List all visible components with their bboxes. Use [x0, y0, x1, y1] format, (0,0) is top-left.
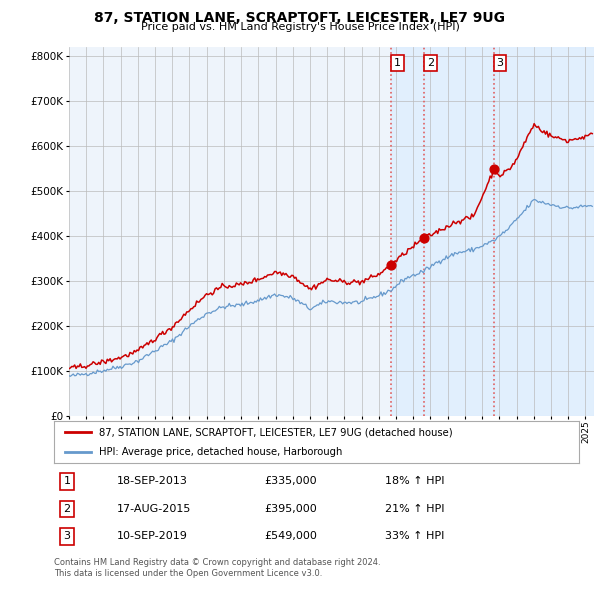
Point: [419, 234, 429, 243]
Text: 18-SEP-2013: 18-SEP-2013: [117, 477, 188, 487]
Text: This data is licensed under the Open Government Licence v3.0.: This data is licensed under the Open Gov…: [54, 569, 322, 578]
Point: [386, 261, 396, 270]
Text: £549,000: £549,000: [264, 531, 317, 541]
Text: HPI: Average price, detached house, Harborough: HPI: Average price, detached house, Harb…: [98, 447, 342, 457]
Text: £395,000: £395,000: [264, 504, 317, 514]
Text: Price paid vs. HM Land Registry's House Price Index (HPI): Price paid vs. HM Land Registry's House …: [140, 22, 460, 32]
Text: 3: 3: [64, 531, 71, 541]
Text: 17-AUG-2015: 17-AUG-2015: [117, 504, 191, 514]
Text: Contains HM Land Registry data © Crown copyright and database right 2024.: Contains HM Land Registry data © Crown c…: [54, 558, 380, 566]
Text: 1: 1: [394, 58, 401, 68]
Bar: [494, 47, 594, 416]
Text: 10-SEP-2019: 10-SEP-2019: [117, 531, 188, 541]
Text: 33% ↑ HPI: 33% ↑ HPI: [385, 531, 444, 541]
Bar: [391, 47, 424, 416]
Text: 3: 3: [497, 58, 503, 68]
Text: £335,000: £335,000: [264, 477, 317, 487]
Bar: [424, 47, 494, 416]
Point: [489, 165, 499, 174]
Text: 1: 1: [64, 477, 71, 487]
Text: 2: 2: [427, 58, 434, 68]
Text: 87, STATION LANE, SCRAPTOFT, LEICESTER, LE7 9UG: 87, STATION LANE, SCRAPTOFT, LEICESTER, …: [95, 11, 505, 25]
Text: 2: 2: [64, 504, 71, 514]
Text: 18% ↑ HPI: 18% ↑ HPI: [385, 477, 444, 487]
Text: 21% ↑ HPI: 21% ↑ HPI: [385, 504, 444, 514]
Text: 87, STATION LANE, SCRAPTOFT, LEICESTER, LE7 9UG (detached house): 87, STATION LANE, SCRAPTOFT, LEICESTER, …: [98, 427, 452, 437]
